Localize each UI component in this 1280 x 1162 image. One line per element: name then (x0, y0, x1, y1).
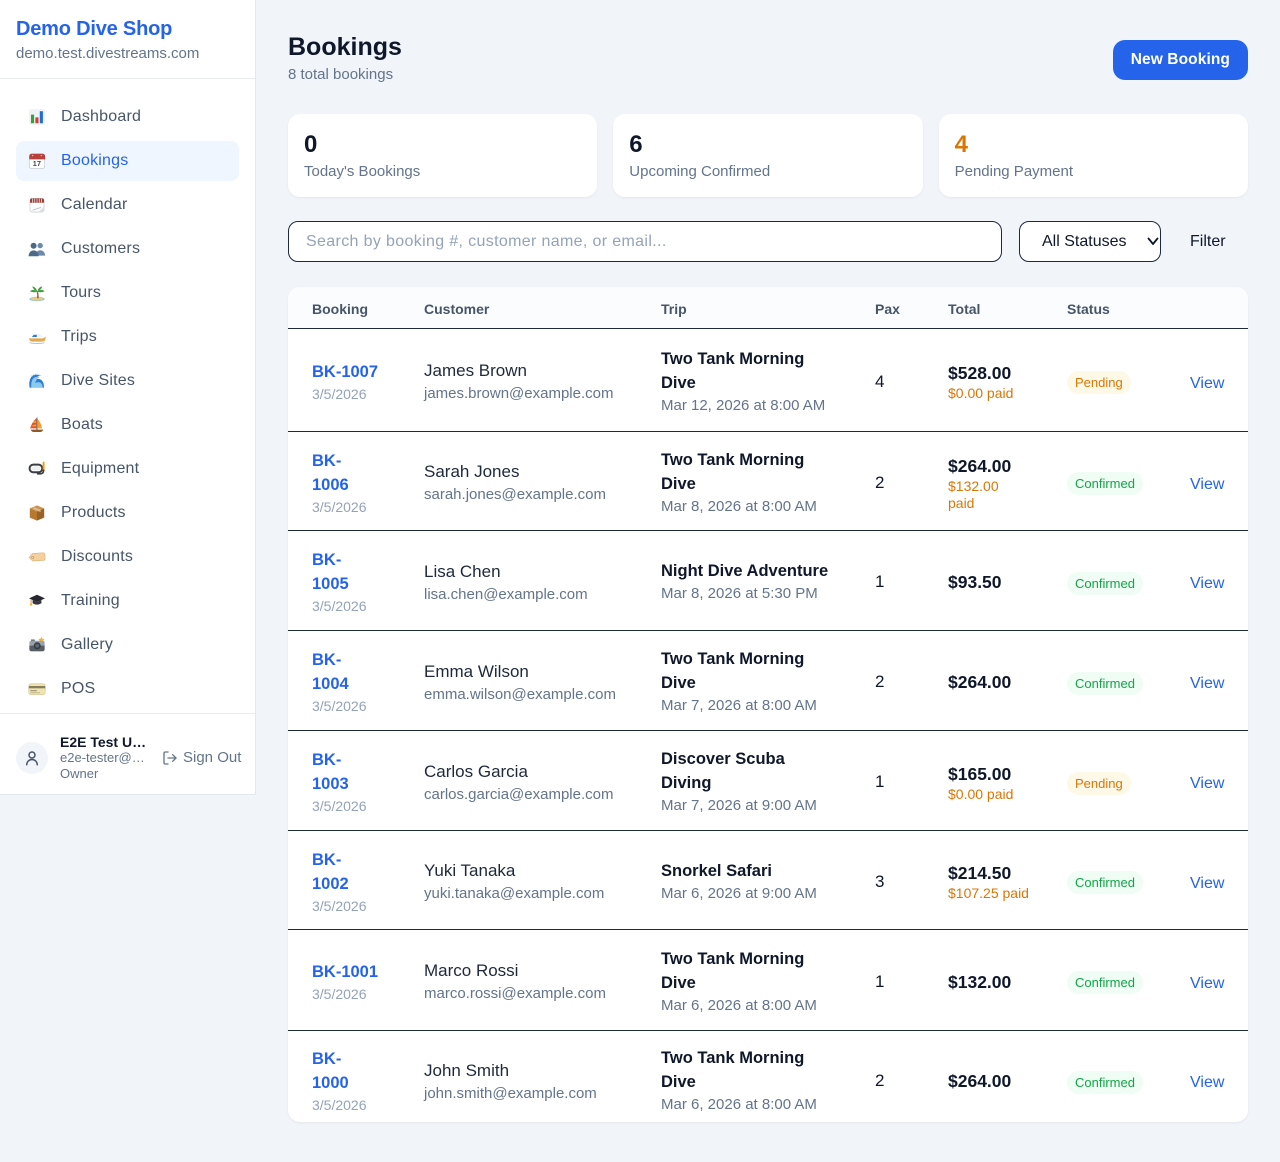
svg-text:17: 17 (33, 159, 41, 168)
